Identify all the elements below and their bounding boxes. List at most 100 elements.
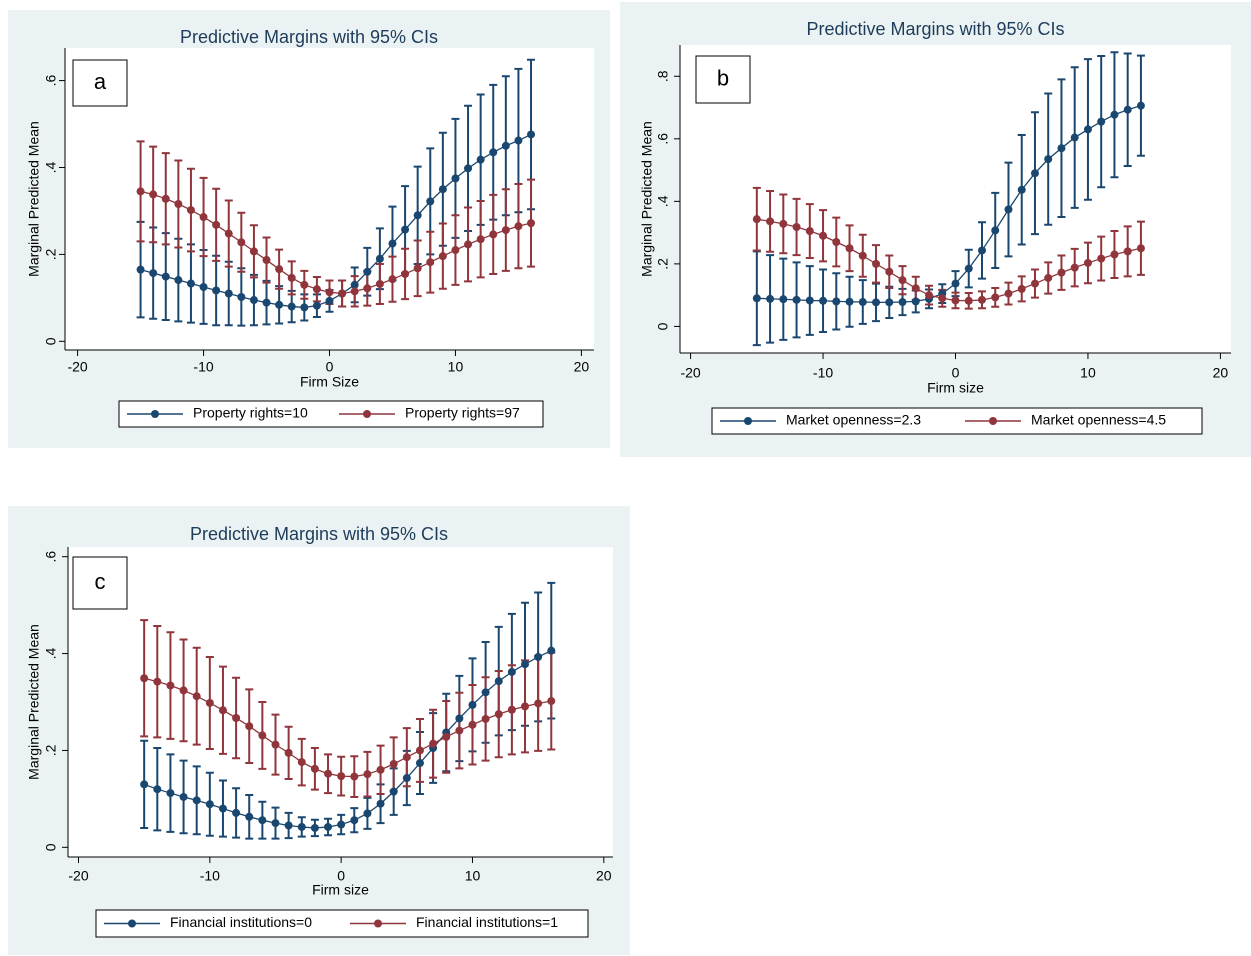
point xyxy=(224,229,233,238)
point xyxy=(415,759,424,768)
point xyxy=(192,692,201,701)
point xyxy=(1030,279,1039,288)
point xyxy=(845,297,854,306)
point xyxy=(489,230,498,239)
point xyxy=(287,302,296,311)
point xyxy=(1017,284,1026,293)
x-tick-label: -10 xyxy=(813,365,833,381)
chart-title: Predictive Margins with 95% CIs xyxy=(806,19,1064,39)
y-tick-label: .8 xyxy=(655,70,671,82)
point xyxy=(832,297,841,306)
legend-marker xyxy=(151,410,159,418)
x-tick-label: 0 xyxy=(337,868,345,884)
point xyxy=(205,800,214,809)
y-tick-label: .4 xyxy=(655,195,671,207)
point xyxy=(872,298,881,307)
point xyxy=(547,697,556,706)
x-tick-label: 20 xyxy=(574,359,590,375)
point xyxy=(1070,133,1079,142)
y-tick-label: .6 xyxy=(655,133,671,145)
point xyxy=(337,820,346,829)
point xyxy=(401,225,410,234)
point xyxy=(258,731,267,740)
point xyxy=(455,714,464,723)
point xyxy=(489,148,498,157)
legend-marker xyxy=(374,919,382,928)
y-tick-label: 0 xyxy=(43,843,59,851)
point xyxy=(389,787,398,796)
point xyxy=(363,770,372,779)
point xyxy=(527,130,536,139)
legend-marker xyxy=(989,417,997,425)
point xyxy=(521,702,530,711)
point xyxy=(977,295,986,304)
point xyxy=(481,688,490,697)
point xyxy=(832,237,841,246)
point xyxy=(911,284,920,293)
legend-label: Property rights=97 xyxy=(405,405,520,421)
point xyxy=(199,213,208,222)
y-tick-label: .6 xyxy=(43,75,59,87)
point xyxy=(337,772,346,781)
point xyxy=(136,265,145,274)
point xyxy=(1136,244,1145,253)
point xyxy=(819,296,828,305)
point xyxy=(237,292,246,301)
point xyxy=(501,141,510,150)
point xyxy=(1136,101,1145,110)
point xyxy=(363,809,372,818)
point xyxy=(766,217,775,226)
y-axis-label: Marginal Predicted Mean xyxy=(26,624,42,780)
point xyxy=(179,792,188,801)
point xyxy=(494,677,503,686)
point xyxy=(271,740,280,749)
point xyxy=(271,819,280,828)
point xyxy=(312,301,321,310)
panel-label: a xyxy=(94,69,107,94)
point xyxy=(872,259,881,268)
point xyxy=(1057,144,1066,153)
point xyxy=(350,772,359,781)
point xyxy=(324,769,333,778)
point xyxy=(401,269,410,278)
legend-label: Market openness=2.3 xyxy=(786,412,921,428)
point xyxy=(964,296,973,305)
point xyxy=(779,219,788,228)
panel-label-box xyxy=(72,59,128,107)
point xyxy=(514,222,523,231)
point xyxy=(149,269,158,278)
legend-label: Property rights=10 xyxy=(193,405,308,421)
point xyxy=(494,710,503,719)
point xyxy=(752,215,761,224)
point xyxy=(991,293,1000,302)
point xyxy=(388,275,397,284)
point xyxy=(338,289,347,298)
point xyxy=(1004,289,1013,298)
point xyxy=(766,294,775,303)
point xyxy=(186,279,195,288)
point xyxy=(534,652,543,661)
point xyxy=(845,244,854,253)
point xyxy=(350,816,359,825)
legend-box xyxy=(711,407,1203,435)
point xyxy=(224,289,233,298)
x-tick-label: 10 xyxy=(465,868,481,884)
point xyxy=(476,235,485,244)
point xyxy=(925,291,934,300)
point xyxy=(297,822,306,831)
point xyxy=(1044,273,1053,282)
point xyxy=(376,765,385,774)
point xyxy=(951,296,960,305)
point xyxy=(258,816,267,825)
point xyxy=(429,739,438,748)
point xyxy=(521,660,530,669)
point xyxy=(1110,250,1119,259)
point xyxy=(199,282,208,291)
point xyxy=(438,185,447,194)
point xyxy=(885,267,894,276)
plot-area xyxy=(68,547,613,857)
point xyxy=(297,758,306,767)
point xyxy=(438,252,447,261)
point xyxy=(402,774,411,783)
point xyxy=(388,239,397,248)
